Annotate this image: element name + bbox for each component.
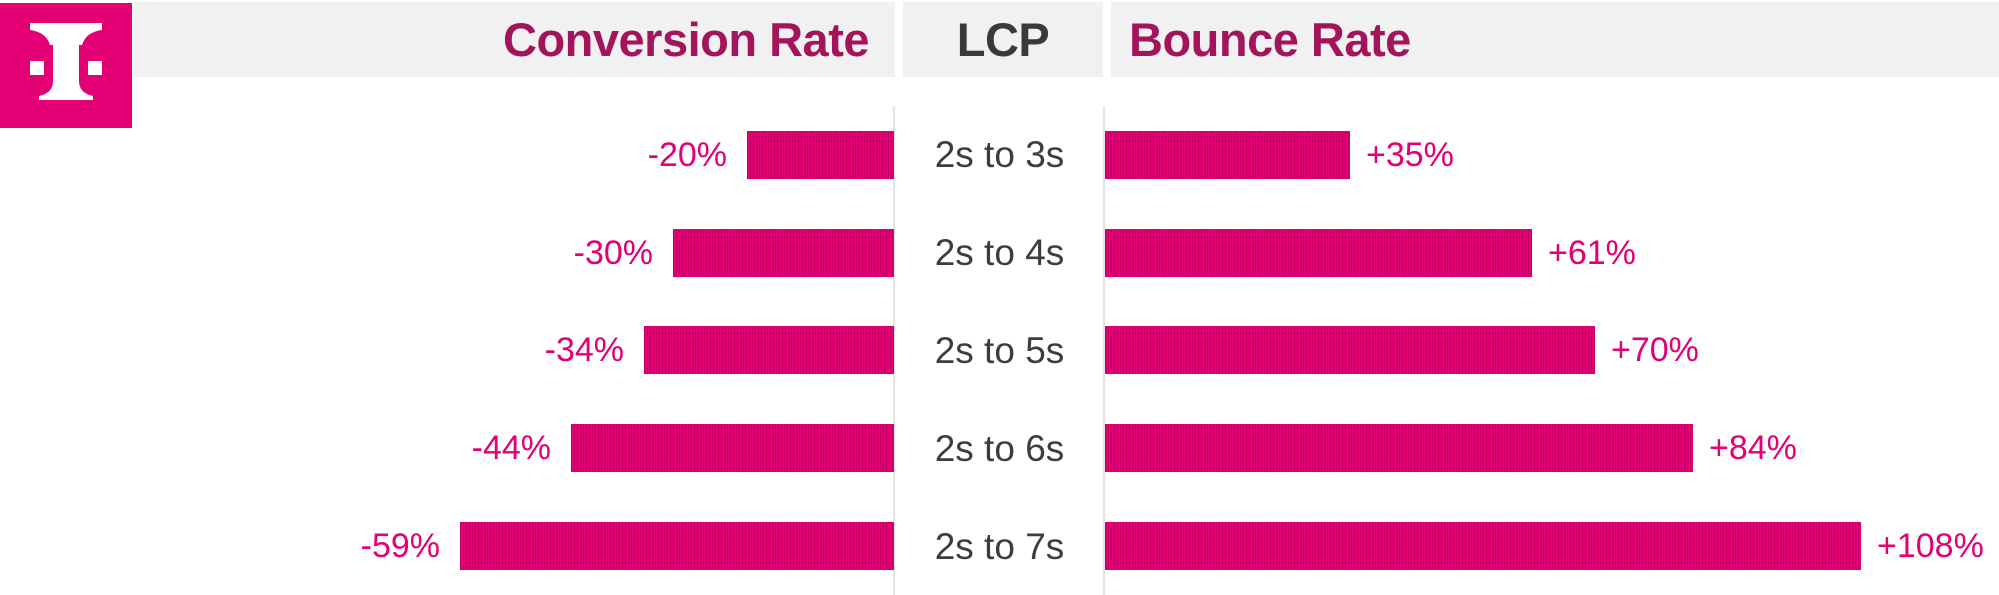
lcp-bucket-label: 2s to 5s [934,329,1065,371]
bounce-value-label: +108% [1877,527,1984,566]
lcp-column-right-border [1103,106,1105,595]
lcp-header-label: LCP [956,13,1050,66]
conversion-rate-header-label: Conversion Rate [503,13,869,66]
chart-row: -34% 2s to 5s +70% [0,302,1999,400]
bounce-value-label: +84% [1709,429,1797,468]
conversion-cell: -30% [0,228,894,277]
bounce-rate-header-label: Bounce Rate [1129,13,1411,66]
chart-row: -59% 2s to 7s +108% [0,497,1999,595]
bounce-bar [1105,326,1595,375]
bounce-value-label: +70% [1611,331,1699,370]
bounce-bar [1105,424,1693,473]
conversion-bar [747,130,894,179]
header-bounce-rate: Bounce Rate [1111,2,1999,77]
bounce-bar [1105,522,1861,571]
telekom-logo [0,3,132,128]
lcp-bucket-label: 2s to 3s [934,134,1065,176]
conversion-bar [673,228,894,277]
bounce-value-label: +35% [1366,135,1454,174]
t-logo-icon [0,3,132,128]
conversion-bar [571,424,894,473]
lcp-bucket-label: 2s to 7s [934,525,1065,567]
header-lcp: LCP [903,2,1103,77]
chart-row: -44% 2s to 6s +84% [0,399,1999,497]
lcp-bucket-label: 2s to 6s [934,427,1065,469]
bounce-cell: +84% [1105,424,1999,473]
conversion-cell: -20% [0,130,894,179]
lcp-bucket-label: 2s to 4s [934,232,1065,274]
header-conversion-rate: Conversion Rate [133,2,895,77]
bounce-cell: +108% [1105,522,1999,571]
conversion-value-label: -30% [573,233,653,272]
chart-row: -30% 2s to 4s +61% [0,204,1999,302]
bounce-value-label: +61% [1548,233,1636,272]
chart-row: -20% 2s to 3s +35% [0,106,1999,204]
conversion-bar [460,522,894,571]
conversion-cell: -59% [0,522,894,571]
conversion-value-label: -20% [647,135,727,174]
conversion-value-label: -44% [471,429,551,468]
bounce-cell: +70% [1105,326,1999,375]
bounce-cell: +35% [1105,130,1999,179]
conversion-cell: -44% [0,424,894,473]
conversion-cell: -34% [0,326,894,375]
chart-body: -20% 2s to 3s +35% -30% 2s to 4s +61% -3… [0,106,1999,595]
bounce-bar [1105,130,1350,179]
bounce-cell: +61% [1105,228,1999,277]
lcp-column-left-border [893,106,895,595]
bounce-bar [1105,228,1532,277]
conversion-bar [644,326,894,375]
conversion-value-label: -34% [544,331,624,370]
conversion-value-label: -59% [360,527,440,566]
